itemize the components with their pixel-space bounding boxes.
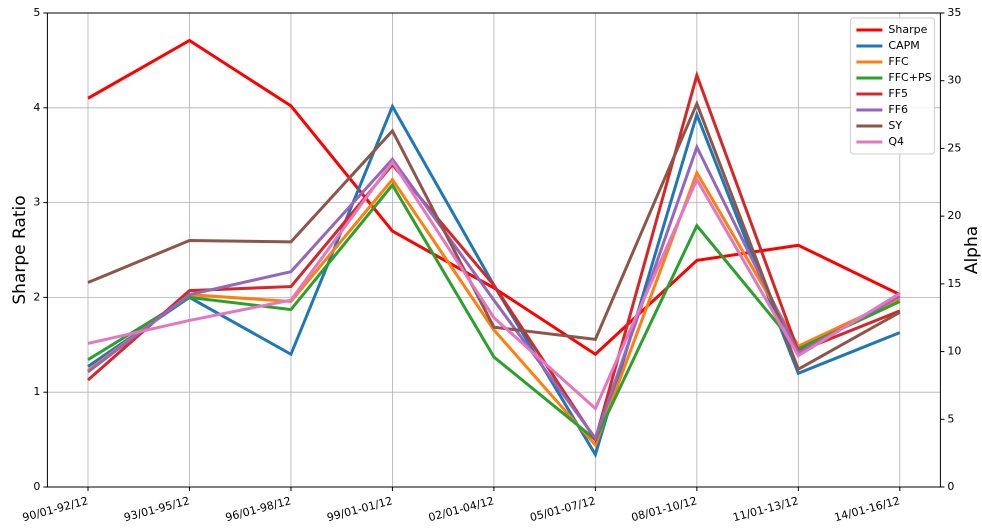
y2-tick-label: 15 xyxy=(947,277,961,290)
legend-label: FFC+PS xyxy=(888,71,931,84)
x-tick-label: 05/01-07/12 xyxy=(528,494,596,524)
legend-label: FFC xyxy=(888,55,909,68)
series-line xyxy=(87,99,901,372)
legend-label: Q4 xyxy=(888,135,904,148)
y-tick-label: 4 xyxy=(33,101,40,114)
y2-axis-label: Alpha xyxy=(962,226,982,274)
y-tick-label: 0 xyxy=(33,480,40,493)
x-tick-label: 99/01-01/12 xyxy=(326,494,394,524)
y2-tick-label: 5 xyxy=(947,412,954,425)
series-line xyxy=(86,70,901,444)
y2-tick-label: 10 xyxy=(947,345,961,358)
y-tick-label: 5 xyxy=(33,6,40,19)
plot-frame xyxy=(46,12,941,488)
x-tick-label: 14/01-16/12 xyxy=(833,494,901,524)
y-tick-label: 2 xyxy=(33,290,40,303)
legend-label: CAPM xyxy=(888,39,919,52)
legend-label: FF5 xyxy=(888,87,908,100)
x-tick-label: 90/01-92/12 xyxy=(21,494,89,524)
y-tick-label: 3 xyxy=(33,196,40,209)
legend-label: SY xyxy=(888,119,902,132)
x-tick-label: 02/01-04/12 xyxy=(427,494,495,524)
y-axis-label: Sharpe Ratio xyxy=(10,195,30,304)
y2-tick-label: 30 xyxy=(947,74,961,87)
x-tick-label: 96/01-98/12 xyxy=(224,494,292,524)
x-tick-label: 08/01-10/12 xyxy=(630,494,698,524)
series-line xyxy=(87,169,901,448)
legend-box xyxy=(849,17,935,155)
y2-tick-label: 0 xyxy=(947,480,954,493)
y2-tick-label: 20 xyxy=(947,209,961,222)
y2-tick-label: 35 xyxy=(947,6,961,19)
x-tick-label: 93/01-95/12 xyxy=(123,494,191,524)
legend-label: Sharpe xyxy=(888,23,927,36)
y-tick-label: 1 xyxy=(33,385,40,398)
y2-tick-label: 25 xyxy=(947,141,961,154)
x-tick-label: 11/01-13/12 xyxy=(731,494,799,524)
series-line xyxy=(87,182,901,442)
series-line xyxy=(87,159,901,411)
legend-label: FF6 xyxy=(888,103,908,116)
